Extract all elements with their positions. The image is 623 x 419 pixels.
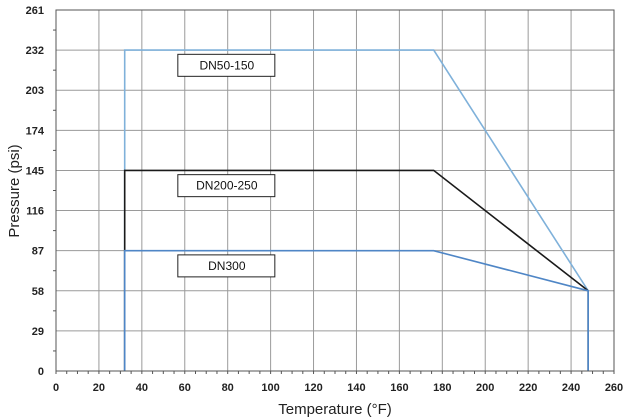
y-tick-label: 116 (26, 206, 44, 218)
axes (53, 9, 615, 374)
x-tick-label: 220 (519, 382, 537, 394)
x-tick-label: 140 (347, 382, 365, 394)
x-tick-label: 100 (261, 382, 279, 394)
plot-area (56, 10, 614, 371)
y-tick-label: 0 (38, 366, 44, 378)
y-tick-label: 87 (32, 246, 44, 258)
series-labels: DN50-150 DN200-250 DN300 (177, 53, 276, 278)
y-tick-label: 58 (32, 286, 44, 298)
series-label-box (177, 254, 276, 278)
series-label-box (177, 174, 276, 198)
y-tick-label: 261 (26, 5, 44, 17)
y-tick-label: 174 (26, 125, 45, 137)
x-tick-label: 200 (476, 382, 494, 394)
x-tick-label: 60 (179, 382, 191, 394)
series-label: DN300 (208, 259, 246, 273)
x-axis-label: Temperature (°F) (278, 401, 392, 418)
x-tick-label: 120 (304, 382, 322, 394)
series-label: DN50-150 (199, 58, 254, 72)
x-tick-label: 80 (222, 382, 234, 394)
y-tick-label: 203 (26, 85, 44, 97)
y-tick-label: 29 (32, 326, 44, 338)
x-tick-label: 0 (53, 382, 59, 394)
series-lines (123, 49, 590, 371)
x-tick-label: 40 (136, 382, 148, 394)
series-label-box (177, 53, 276, 77)
y-axis-label: Pressure (psi) (6, 144, 23, 237)
x-tick-label: 160 (390, 382, 408, 394)
y-tick-label: 145 (26, 165, 44, 177)
y-tick-label: 232 (26, 45, 44, 57)
series-line-dn300 (123, 249, 590, 371)
x-tick-label: 240 (562, 382, 580, 394)
series-label: DN200-250 (196, 179, 258, 193)
x-tick-label: 180 (433, 382, 451, 394)
x-tick-label: 20 (93, 382, 105, 394)
x-tick-label: 260 (605, 382, 623, 394)
grid (55, 9, 615, 372)
plot-frame (55, 9, 615, 372)
tick-labels: 0 20 40 60 80 100 120 140 160 180 200 220 240 260 0 29 5… (26, 5, 623, 394)
